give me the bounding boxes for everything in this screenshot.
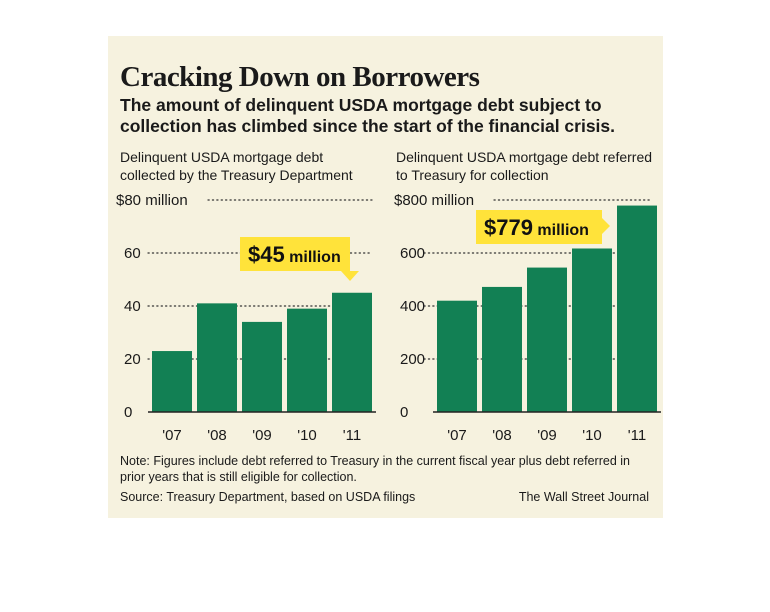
y-tick-label: 200 [400,351,425,368]
x-tick-label: '09 [537,427,557,444]
x-tick-label: '11 [628,427,646,444]
bar [482,286,522,412]
x-tick-label: '08 [492,427,512,444]
bar [287,308,327,412]
callout-box [476,210,602,244]
callout-unit: million [533,222,589,239]
y-tick-label: 400 [400,298,425,315]
x-tick-label: '10 [297,427,317,444]
x-tick-label: '08 [207,427,227,444]
y-tick-label: 600 [400,245,425,262]
source-line: Source: Treasury Department, based on US… [120,490,416,504]
y-tick-label: 0 [400,404,408,421]
callout-label: $45 million [248,242,341,267]
y-tick-label: 60 [124,245,141,262]
y-tick-label: $80 million [116,192,188,209]
callout-box [240,237,350,271]
y-tick-label: 0 [124,404,132,421]
right-chart-title: Delinquent USDA mortgage debt referred t… [396,149,653,183]
x-tick-label: '11 [343,427,361,444]
bar [572,248,612,412]
bar [617,205,657,412]
callout-pointer [341,271,359,281]
bar [242,321,282,412]
page-subtitle: The amount of delinquent USDA mortgage d… [120,95,616,136]
y-tick-label: 20 [124,351,141,368]
footnote: Note: Figures include debt referred to T… [120,454,630,484]
callout-amount: $779 [484,215,533,240]
x-tick-label: '10 [582,427,602,444]
left-chart-title: Delinquent USDA mortgage debt collected … [120,149,353,183]
publisher-credit: The Wall Street Journal [518,490,649,504]
y-tick-label: $800 million [394,192,474,209]
x-tick-label: '09 [252,427,272,444]
callout-amount: $45 [248,242,285,267]
callout-pointer [602,218,610,234]
x-tick-label: '07 [162,427,182,444]
bar [152,351,192,412]
chart-panel: Cracking Down on Borrowers The amount of… [108,36,663,518]
callout-label: $779 million [484,215,589,240]
y-tick-label: 40 [124,298,141,315]
callout-unit: million [285,249,341,266]
page-title: Cracking Down on Borrowers [120,61,480,93]
bar [332,292,372,412]
bar [437,300,477,412]
bar [197,303,237,412]
x-tick-label: '07 [447,427,467,444]
bar [527,267,567,412]
